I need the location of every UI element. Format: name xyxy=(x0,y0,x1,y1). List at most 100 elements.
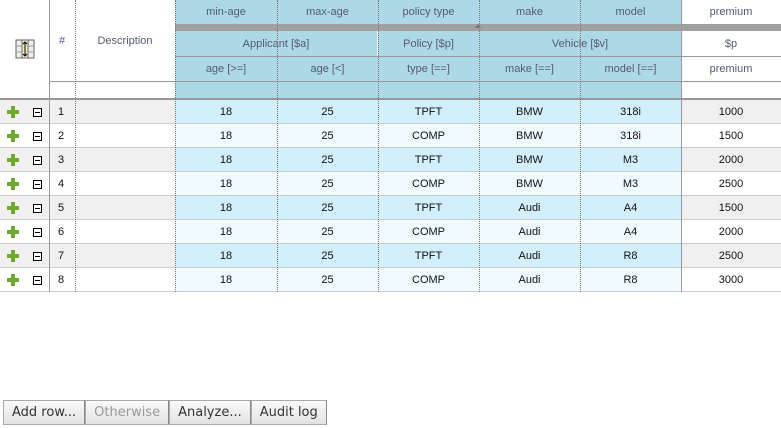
table-cell[interactable]: TPFT xyxy=(378,244,479,268)
column-constraint: make [==] xyxy=(479,57,580,81)
table-cell[interactable]: Audi xyxy=(479,196,580,220)
row-description[interactable] xyxy=(75,220,175,244)
table-cell[interactable]: 25 xyxy=(277,172,378,196)
table-cell[interactable]: BMW xyxy=(479,124,580,148)
table-cell[interactable]: 25 xyxy=(277,268,378,292)
table-cell[interactable]: TPFT xyxy=(378,196,479,220)
add-row-icon[interactable] xyxy=(7,178,19,190)
table-cell[interactable]: 25 xyxy=(277,244,378,268)
table-cell[interactable]: 2500 xyxy=(681,244,781,268)
table-cell[interactable]: COMP xyxy=(378,220,479,244)
table-cell[interactable]: A4 xyxy=(580,196,681,220)
table-cell[interactable]: BMW xyxy=(479,100,580,124)
table-cell[interactable]: TPFT xyxy=(378,100,479,124)
collapse-arrow-icon[interactable] xyxy=(475,24,481,28)
table-cell[interactable]: COMP xyxy=(378,124,479,148)
table-cell[interactable]: 18 xyxy=(175,148,277,172)
analyze-button[interactable]: Analyze... xyxy=(169,400,251,425)
row-description[interactable] xyxy=(75,268,175,292)
add-row-icon[interactable] xyxy=(7,106,19,118)
table-cell[interactable]: COMP xyxy=(378,172,479,196)
table-cell[interactable]: 25 xyxy=(277,124,378,148)
header-collapse-bar[interactable] xyxy=(175,24,781,31)
table-cell[interactable]: 2000 xyxy=(681,148,781,172)
table-cell[interactable]: 18 xyxy=(175,196,277,220)
table-cell[interactable]: 318i xyxy=(580,100,681,124)
column-header[interactable]: make xyxy=(479,0,580,24)
table-cell[interactable]: 3000 xyxy=(681,268,781,292)
table-cell[interactable]: BMW xyxy=(479,148,580,172)
otherwise-button[interactable]: Otherwise xyxy=(85,400,170,425)
group-policy: Policy [$p] xyxy=(378,31,479,57)
table-cell[interactable]: 2000 xyxy=(681,220,781,244)
row-actions xyxy=(0,148,49,172)
table-cell[interactable]: TPFT xyxy=(378,148,479,172)
column-resize-toggle[interactable] xyxy=(0,0,49,98)
table-cell[interactable]: 1500 xyxy=(681,124,781,148)
row-number: 6 xyxy=(49,220,75,244)
column-header[interactable]: min-age xyxy=(175,0,277,24)
delete-row-icon[interactable] xyxy=(33,275,42,285)
delete-row-icon[interactable] xyxy=(33,107,42,117)
table-cell[interactable]: A4 xyxy=(580,220,681,244)
add-row-icon[interactable] xyxy=(7,154,19,166)
delete-row-icon[interactable] xyxy=(33,203,42,213)
group-premium: $p xyxy=(681,31,781,57)
table-cell[interactable]: 25 xyxy=(277,220,378,244)
row-description[interactable] xyxy=(75,196,175,220)
row-description[interactable] xyxy=(75,100,175,124)
add-row-button[interactable]: Add row... xyxy=(3,400,86,425)
row-description[interactable] xyxy=(75,148,175,172)
delete-row-icon[interactable] xyxy=(33,251,42,261)
table-cell[interactable]: 18 xyxy=(175,172,277,196)
table-cell[interactable]: 1500 xyxy=(681,196,781,220)
table-cell[interactable]: 18 xyxy=(175,100,277,124)
table-cell[interactable]: 318i xyxy=(580,124,681,148)
column-constraint: type [==] xyxy=(378,57,479,81)
add-row-icon[interactable] xyxy=(7,274,19,286)
delete-row-icon[interactable] xyxy=(33,179,42,189)
row-actions xyxy=(0,100,49,124)
table-cell[interactable]: 1000 xyxy=(681,100,781,124)
audit-log-button[interactable]: Audit log xyxy=(250,400,327,425)
table-cell[interactable]: COMP xyxy=(378,268,479,292)
add-row-icon[interactable] xyxy=(7,202,19,214)
table-cell[interactable]: R8 xyxy=(580,244,681,268)
table-cell[interactable]: 18 xyxy=(175,268,277,292)
column-filter xyxy=(681,82,781,98)
column-header[interactable]: policy type xyxy=(378,0,479,24)
table-cell[interactable]: 25 xyxy=(277,148,378,172)
add-row-icon[interactable] xyxy=(7,130,19,142)
column-filter xyxy=(479,82,580,98)
delete-row-icon[interactable] xyxy=(33,131,42,141)
table-cell[interactable]: M3 xyxy=(580,172,681,196)
table-cell[interactable]: M3 xyxy=(580,148,681,172)
column-filter xyxy=(175,82,277,98)
column-constraint: model [==] xyxy=(580,57,681,81)
column-header[interactable]: premium xyxy=(681,0,781,24)
column-constraint: premium xyxy=(681,57,781,81)
table-cell[interactable]: 18 xyxy=(175,220,277,244)
row-number: 1 xyxy=(49,100,75,124)
add-row-icon[interactable] xyxy=(7,226,19,238)
row-number: 2 xyxy=(49,124,75,148)
table-cell[interactable]: BMW xyxy=(479,172,580,196)
table-cell[interactable]: 25 xyxy=(277,100,378,124)
column-filter xyxy=(277,82,378,98)
table-cell[interactable]: 2500 xyxy=(681,172,781,196)
row-description[interactable] xyxy=(75,244,175,268)
column-header[interactable]: model xyxy=(580,0,681,24)
table-cell[interactable]: Audi xyxy=(479,244,580,268)
delete-row-icon[interactable] xyxy=(33,227,42,237)
table-cell[interactable]: Audi xyxy=(479,268,580,292)
table-cell[interactable]: R8 xyxy=(580,268,681,292)
column-header[interactable]: max-age xyxy=(277,0,378,24)
table-cell[interactable]: 18 xyxy=(175,124,277,148)
table-cell[interactable]: 18 xyxy=(175,244,277,268)
table-cell[interactable]: Audi xyxy=(479,220,580,244)
add-row-icon[interactable] xyxy=(7,250,19,262)
row-description[interactable] xyxy=(75,172,175,196)
delete-row-icon[interactable] xyxy=(33,155,42,165)
row-description[interactable] xyxy=(75,124,175,148)
table-cell[interactable]: 25 xyxy=(277,196,378,220)
